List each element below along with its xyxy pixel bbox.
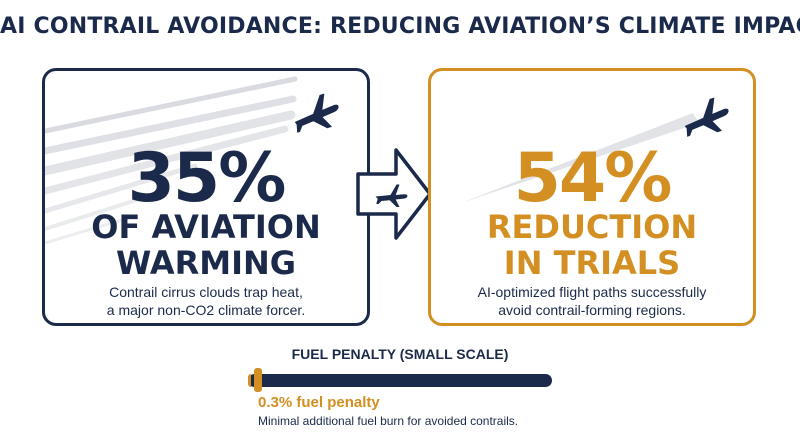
desc-line-1: Contrail cirrus clouds trap heat, xyxy=(109,284,303,300)
desc-line-2: avoid contrail-forming regions. xyxy=(498,302,686,318)
aviation-warming-stat: 35% xyxy=(127,139,287,218)
reduction-trials-card: 54% REDUCTION IN TRIALS AI-optimized fli… xyxy=(428,68,756,326)
reduction-stat: 54% xyxy=(513,139,673,218)
headline-line-1: OF AVIATION xyxy=(91,208,321,246)
arrow-right-icon xyxy=(356,148,432,240)
fuel-penalty-bar xyxy=(248,374,552,387)
airplane-icon xyxy=(294,93,339,133)
aviation-warming-description: Contrail cirrus clouds trap heat, a majo… xyxy=(45,283,367,319)
aviation-warming-headline: OF AVIATION WARMING xyxy=(45,209,367,281)
headline-line-2: WARMING xyxy=(115,244,297,282)
desc-line-1: AI-optimized flight paths successfully xyxy=(477,284,707,300)
aviation-warming-card: 35% OF AVIATION WARMING Contrail cirrus … xyxy=(42,68,370,326)
fuel-penalty-description: Minimal additional fuel burn for avoided… xyxy=(258,414,519,428)
desc-line-2: a major non-CO2 climate forcer. xyxy=(106,302,306,318)
headline-line-1: REDUCTION xyxy=(486,208,698,246)
reduction-headline: REDUCTION IN TRIALS xyxy=(431,209,753,281)
airplane-icon xyxy=(375,184,408,207)
fuel-penalty-marker xyxy=(254,368,262,392)
contrail-trail xyxy=(461,113,699,203)
contrail-streaks xyxy=(45,76,298,245)
reduction-description: AI-optimized flight paths successfully a… xyxy=(431,283,753,319)
airplane-icon xyxy=(684,97,729,137)
fuel-penalty-title: FUEL PENALTY (SMALL SCALE) xyxy=(291,346,509,362)
headline-line-2: IN TRIALS xyxy=(503,244,681,282)
page-title: AI CONTRAIL AVOIDANCE: REDUCING AVIATION… xyxy=(0,14,800,39)
fuel-penalty-fill xyxy=(248,374,252,387)
fuel-penalty-value: 0.3% fuel penalty xyxy=(258,394,380,411)
